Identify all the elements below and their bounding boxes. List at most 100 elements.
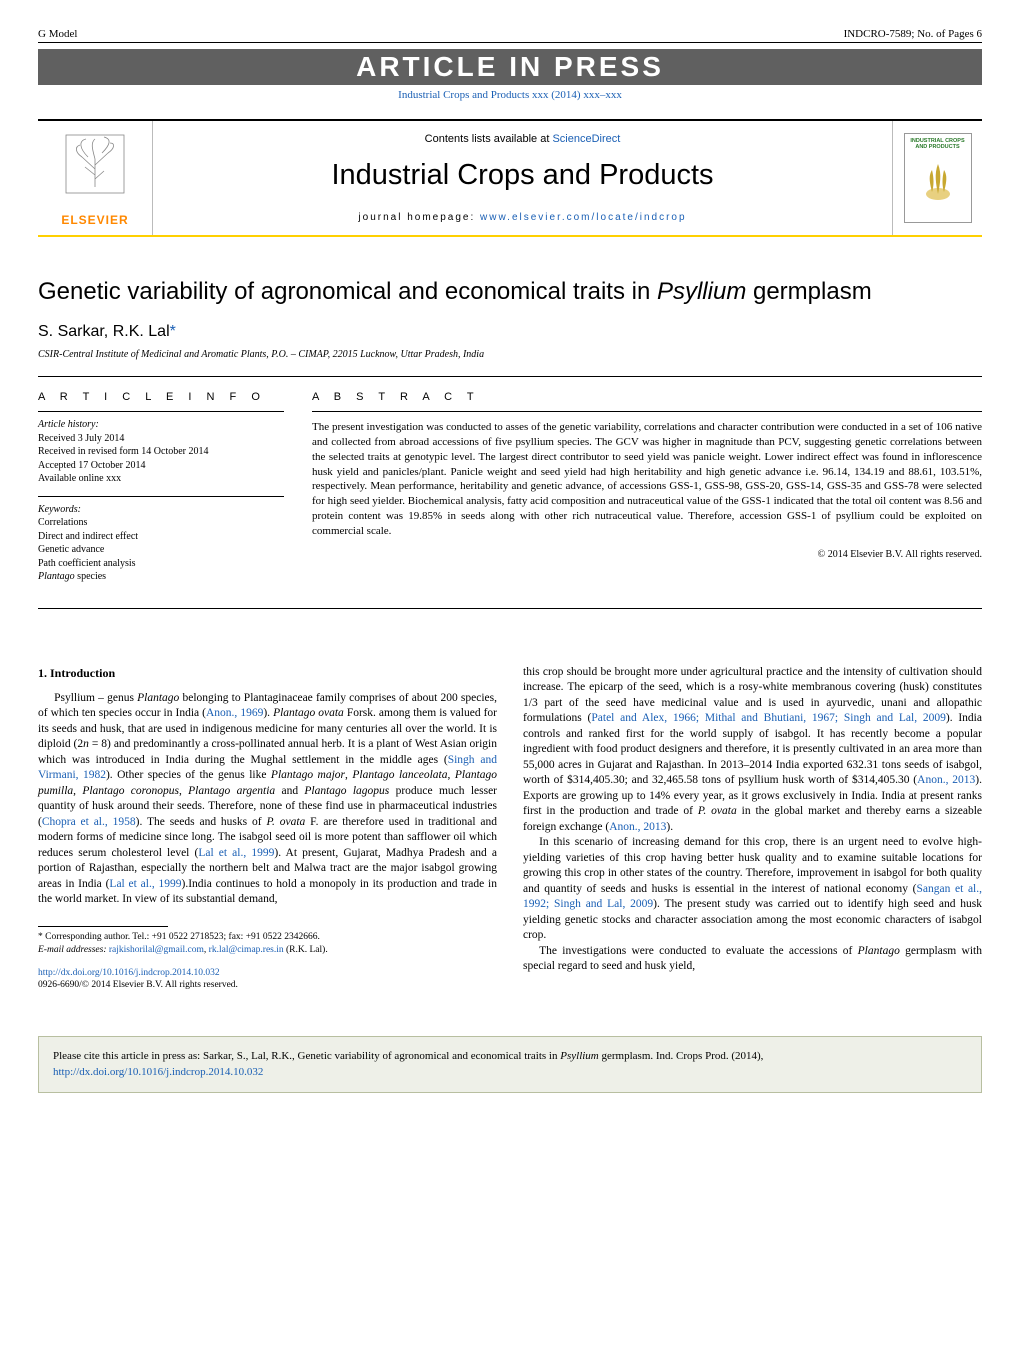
keyword-3: Genetic advance [38,543,284,557]
t: , [179,785,188,797]
corresponding-marker: * [170,323,176,340]
column-right: this crop should be brought more under a… [523,665,982,993]
t: (R.K. Lal). [284,945,328,955]
keyword-1: Correlations [38,516,284,530]
t: Psyllium [560,1050,599,1062]
body-columns: 1. Introduction Psyllium – genus Plantag… [38,665,982,993]
t: Plantago ovata [273,707,344,719]
email-line: E-mail addresses: rajkishorilal@gmail.co… [38,944,497,957]
col2-p1: this crop should be brought more under a… [523,665,982,836]
corresponding-footnote: * Corresponding author. Tel.: +91 0522 2… [38,931,497,957]
elsevier-tree-icon [60,129,130,209]
abstract-text: The present investigation was conducted … [312,420,982,539]
abstract-rule [312,411,982,412]
homepage-url[interactable]: www.elsevier.com/locate/indcrop [480,212,687,223]
history-block: Article history: Received 3 July 2014 Re… [38,418,284,486]
info-abstract-row: A R T I C L E I N F O Article history: R… [38,376,982,609]
affiliation: CSIR-Central Institute of Medicinal and … [38,349,982,360]
journal-issue-link[interactable]: Industrial Crops and Products xxx (2014)… [38,89,982,101]
ref-link[interactable]: Patel and Alex, 1966; Mithal and Bhutian… [591,712,946,724]
ref-link[interactable]: Chopra et al., 1958 [42,816,136,828]
indcro-label: INDCRO-7589; No. of Pages 6 [844,28,982,40]
cite-doi-link[interactable]: http://dx.doi.org/10.1016/j.indcrop.2014… [53,1066,263,1078]
t: Plantago argentia [188,785,275,797]
keywords-head: Keywords: [38,503,284,517]
header-center: Contents lists available at ScienceDirec… [153,121,892,235]
abstract-head: A B S T R A C T [312,391,982,403]
t: Please cite this article in press as: Sa… [53,1050,560,1062]
section-1-head: 1. Introduction [38,665,497,681]
t: ). The seeds and husks of [136,816,267,828]
t: Plantago coronopus [82,785,179,797]
ref-link[interactable]: Anon., 2013 [609,821,666,833]
top-bar: G Model INDCRO-7589; No. of Pages 6 [38,28,982,43]
ref-link[interactable]: Lal et al., 1999 [198,847,274,859]
article-info-box: A R T I C L E I N F O Article history: R… [38,377,298,608]
t: Plantago [858,945,900,957]
email-1[interactable]: rajkishorilal@gmail.com [109,945,204,955]
t: , [448,769,455,781]
revised: Received in revised form 14 October 2014 [38,445,284,459]
authors: S. Sarkar, R.K. Lal* [38,323,982,341]
t: Psyllium – genus [54,692,137,704]
journal-header-box: ELSEVIER Contents lists available at Sci… [38,119,982,237]
title-part-b: germplasm [746,278,871,305]
doi-link[interactable]: http://dx.doi.org/10.1016/j.indcrop.2014… [38,968,220,978]
author-2: R.K. Lal [113,323,170,340]
article-in-press-banner: ARTICLE IN PRESS [38,49,982,85]
contents-line: Contents lists available at ScienceDirec… [153,133,892,145]
journal-issue-link-text[interactable]: Industrial Crops and Products xxx (2014)… [398,89,622,101]
journal-name: Industrial Crops and Products [153,159,892,192]
col1-p1: Psyllium – genus Plantago belonging to P… [38,691,497,908]
author-1: S. Sarkar, [38,323,113,340]
keyword-4: Path coefficient analysis [38,557,284,571]
t: Plantago [137,692,179,704]
keyword-2: Direct and indirect effect [38,530,284,544]
email-2[interactable]: rk.lal@cimap.res.in [209,945,284,955]
history-head: Article history: [38,418,284,432]
keyword-5: Plantago species [38,570,284,584]
article-info-head: A R T I C L E I N F O [38,391,284,403]
doi-block: http://dx.doi.org/10.1016/j.indcrop.2014… [38,967,497,993]
cover-plant-icon [918,156,958,212]
abstract-copyright: © 2014 Elsevier B.V. All rights reserved… [312,549,982,560]
ref-link[interactable]: Lal et al., 1999 [109,878,181,890]
homepage-line: journal homepage: www.elsevier.com/locat… [153,212,892,223]
homepage-prefix: journal homepage: [358,212,480,223]
col2-p2: In this scenario of increasing demand fo… [523,835,982,944]
t: = 8) and predominantly a cross-pollinate… [38,738,497,766]
t: Plantago lagopus [304,785,389,797]
t: ). [666,821,673,833]
contents-prefix: Contents lists available at [425,133,553,145]
keywords-block: Keywords: Correlations Direct and indire… [38,503,284,584]
corr-label: * Corresponding author. Tel.: +91 0522 2… [38,931,497,944]
t: , [73,785,82,797]
ref-link[interactable]: Anon., 2013 [917,774,975,786]
t: Plantago lanceolata [352,769,447,781]
article-title: Genetic variability of agronomical and e… [38,277,982,307]
online: Available online xxx [38,472,284,486]
cover-title: INDUSTRIAL CROPS AND PRODUCTS [905,138,971,150]
keyword-5-em: Plantago [38,571,75,582]
elsevier-logo: ELSEVIER [38,121,153,235]
elsevier-name: ELSEVIER [61,213,128,227]
g-model-label: G Model [38,28,77,40]
received: Received 3 July 2014 [38,432,284,446]
abstract-box: A B S T R A C T The present investigatio… [298,377,982,608]
sciencedirect-link[interactable]: ScienceDirect [552,133,620,145]
t: germplasm. Ind. Crops Prod. (2014), [599,1050,764,1062]
info-rule-1 [38,411,284,412]
title-italic: Psyllium [657,278,746,305]
footnote-rule [38,926,168,927]
t: ). [263,707,273,719]
ref-link[interactable]: Anon., 1969 [206,707,263,719]
accepted: Accepted 17 October 2014 [38,459,284,473]
t: P. ovata [698,805,737,817]
issn-line: 0926-6690/© 2014 Elsevier B.V. All right… [38,979,497,992]
t: Plantago major [271,769,345,781]
t: The investigations were conducted to eva… [539,945,858,957]
journal-cover: INDUSTRIAL CROPS AND PRODUCTS [892,121,982,235]
email-label: E-mail addresses: [38,945,109,955]
cover-thumbnail: INDUSTRIAL CROPS AND PRODUCTS [904,133,972,223]
keyword-5-b: species [75,571,106,582]
